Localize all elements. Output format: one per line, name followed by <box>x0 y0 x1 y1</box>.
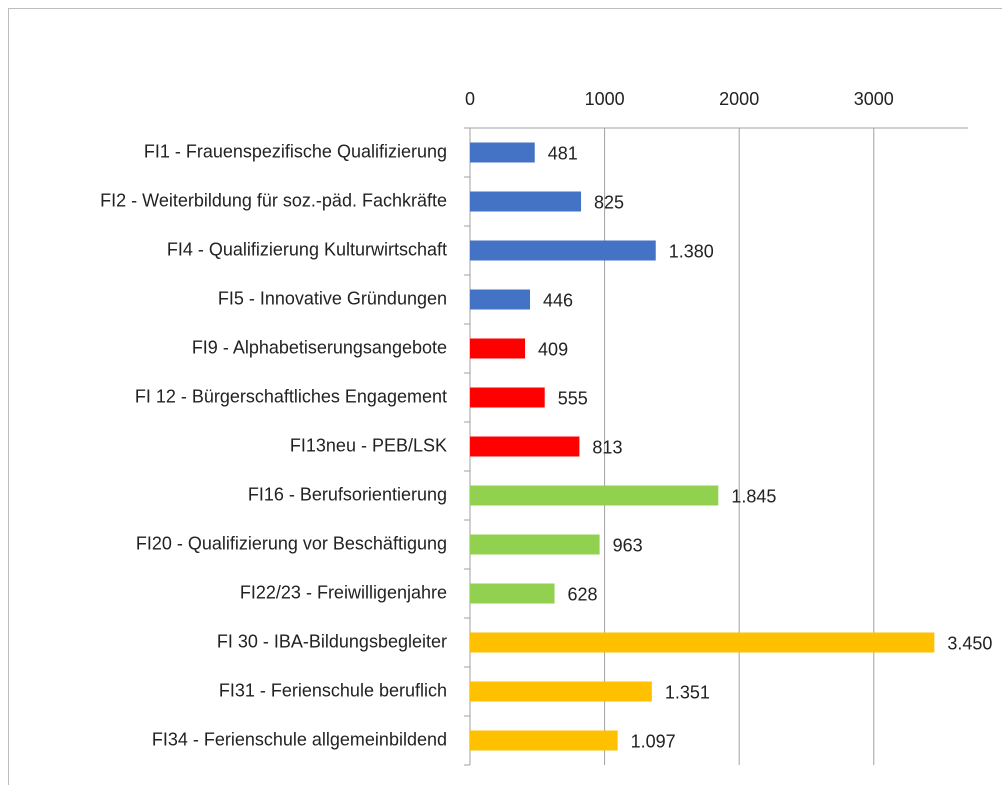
y-tick-label: FI4 - Qualifizierung Kulturwirtschaft <box>167 239 447 259</box>
y-tick-label: FI1 - Frauenspezifische Qualifizierung <box>144 141 447 161</box>
y-tick-label: FI31 - Ferienschule beruflich <box>219 680 447 700</box>
bar <box>470 289 531 310</box>
y-tick-label: FI34 - Ferienschule allgemeinbildend <box>152 729 447 749</box>
y-tick-label: FI9 - Alphabetiserungsangebote <box>192 337 447 357</box>
bar <box>470 191 582 212</box>
x-tick-label: 0 <box>465 89 475 109</box>
y-tick-label: FI20 - Qualifizierung vor Beschäftigung <box>136 533 447 553</box>
y-tick-label: FI16 - Berufsorientierung <box>248 484 447 504</box>
y-tick-label: FI22/23 - Freiwilligenjahre <box>240 582 447 602</box>
y-tick-label: FI 30 - IBA-Bildungsbegleiter <box>217 631 447 651</box>
bar <box>470 387 545 408</box>
bar <box>470 730 618 751</box>
value-label: 1.351 <box>665 682 710 702</box>
value-label: 1.097 <box>631 731 676 751</box>
bar <box>470 436 580 457</box>
bar <box>470 681 652 702</box>
value-label: 409 <box>538 339 568 359</box>
bar <box>470 338 526 359</box>
y-tick-label: FI 12 - Bürgerschaftliches Engagement <box>135 386 447 406</box>
value-label: 1.845 <box>731 486 776 506</box>
value-label: 446 <box>543 290 573 310</box>
bar <box>470 142 535 163</box>
value-label: 813 <box>592 437 622 457</box>
value-label: 1.380 <box>669 241 714 261</box>
x-tick-label: 3000 <box>854 89 894 109</box>
value-label: 481 <box>548 143 578 163</box>
y-tick-label: FI5 - Innovative Gründungen <box>218 288 447 308</box>
bar <box>470 534 600 555</box>
bar <box>470 632 935 653</box>
bar <box>470 583 555 604</box>
value-label: 628 <box>568 584 598 604</box>
value-label: 963 <box>613 535 643 555</box>
y-tick-label: FI2 - Weiterbildung für soz.-päd. Fachkr… <box>100 190 447 210</box>
chart-frame <box>8 8 1002 785</box>
x-tick-label: 1000 <box>585 89 625 109</box>
x-tick-label: 2000 <box>719 89 759 109</box>
bar <box>470 485 719 506</box>
value-label: 825 <box>594 192 624 212</box>
bar <box>470 240 656 261</box>
y-tick-label: FI13neu - PEB/LSK <box>290 435 447 455</box>
value-label: 3.450 <box>947 633 992 653</box>
value-label: 555 <box>558 388 588 408</box>
